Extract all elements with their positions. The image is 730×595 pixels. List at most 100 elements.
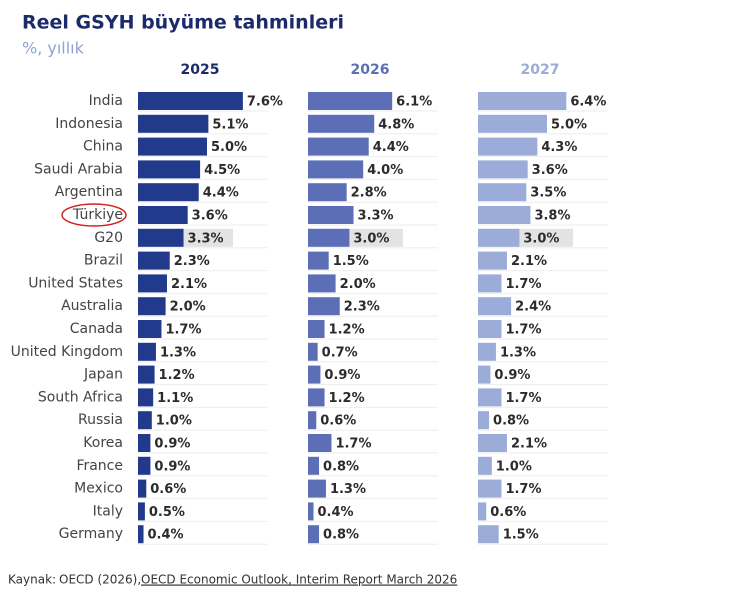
value-label: 0.9% bbox=[154, 459, 190, 474]
category-label: United States bbox=[28, 275, 123, 291]
bar bbox=[478, 206, 531, 224]
bar bbox=[138, 525, 144, 544]
bar bbox=[308, 456, 320, 475]
value-label: 1.7% bbox=[165, 323, 201, 338]
panel-header: 2026 bbox=[351, 62, 390, 78]
value-label: 2.1% bbox=[511, 254, 547, 269]
bar bbox=[138, 411, 152, 430]
source-label: Kaynak: bbox=[8, 573, 56, 587]
value-label: 3.6% bbox=[532, 163, 568, 178]
category-label: Indonesia bbox=[55, 116, 123, 132]
value-label: 5.1% bbox=[212, 117, 248, 132]
value-label: 1.7% bbox=[505, 323, 541, 338]
panel-header: 2025 bbox=[181, 62, 220, 78]
value-label: 2.3% bbox=[344, 300, 380, 315]
category-label: Canada bbox=[70, 321, 123, 337]
value-label: 2.1% bbox=[511, 437, 547, 452]
bar bbox=[478, 502, 487, 521]
category-label: France bbox=[76, 458, 123, 474]
category-label: Brazil bbox=[84, 253, 123, 269]
bar bbox=[138, 479, 147, 498]
value-label: 6.4% bbox=[570, 95, 606, 110]
value-label: 2.0% bbox=[170, 300, 206, 315]
value-label: 0.6% bbox=[320, 414, 356, 429]
bar bbox=[308, 342, 318, 361]
bar bbox=[138, 502, 145, 521]
category-label: Germany bbox=[59, 526, 123, 542]
category-label: Italy bbox=[93, 503, 123, 519]
value-label: 2.3% bbox=[174, 254, 210, 269]
value-label: 3.3% bbox=[358, 209, 394, 224]
bar bbox=[478, 365, 491, 384]
value-label: 3.0% bbox=[353, 231, 389, 246]
category-label: Mexico bbox=[74, 481, 123, 497]
value-label: 1.3% bbox=[500, 345, 536, 360]
source-author: OECD (2026), bbox=[59, 573, 141, 587]
value-label: 1.7% bbox=[335, 437, 371, 452]
category-label: China bbox=[83, 139, 123, 155]
bar bbox=[478, 434, 507, 452]
value-label: 1.3% bbox=[160, 345, 196, 360]
value-label: 1.3% bbox=[330, 482, 366, 497]
bar bbox=[138, 342, 156, 361]
bar bbox=[138, 434, 151, 452]
value-label: 0.5% bbox=[149, 505, 185, 520]
source-link[interactable]: OECD Economic Outlook, Interim Report Ma… bbox=[141, 573, 457, 587]
value-label: 6.1% bbox=[396, 95, 432, 110]
value-label: 0.6% bbox=[150, 482, 186, 497]
category-label: Saudi Arabia bbox=[34, 161, 123, 177]
bar bbox=[478, 297, 512, 316]
value-label: 1.1% bbox=[157, 391, 193, 406]
bar bbox=[478, 342, 496, 361]
bar bbox=[138, 183, 199, 202]
bar bbox=[138, 320, 162, 338]
category-label: United Kingdom bbox=[11, 344, 123, 360]
value-label: 1.2% bbox=[329, 323, 365, 338]
value-label: 0.9% bbox=[154, 437, 190, 452]
bar bbox=[308, 525, 320, 544]
bar bbox=[308, 388, 325, 407]
category-label: Australia bbox=[61, 298, 123, 314]
value-label: 1.0% bbox=[156, 414, 192, 429]
bar bbox=[138, 388, 154, 407]
bar bbox=[478, 525, 499, 544]
bar bbox=[138, 297, 166, 316]
bar bbox=[478, 479, 502, 498]
value-label: 1.7% bbox=[505, 391, 541, 406]
bar bbox=[478, 251, 507, 270]
bar bbox=[308, 206, 354, 224]
value-label: 1.2% bbox=[159, 368, 195, 383]
value-label: 4.4% bbox=[203, 186, 239, 201]
highlight-circle bbox=[61, 203, 127, 227]
value-label: 2.0% bbox=[340, 277, 376, 292]
bar bbox=[138, 365, 155, 384]
value-label: 1.7% bbox=[505, 277, 541, 292]
bar bbox=[308, 137, 369, 156]
value-label: 3.8% bbox=[534, 209, 570, 224]
bar bbox=[308, 502, 314, 521]
category-label: Argentina bbox=[55, 184, 123, 200]
value-label: 1.5% bbox=[333, 254, 369, 269]
value-label: 0.4% bbox=[148, 528, 184, 543]
bar bbox=[478, 228, 520, 247]
value-label: 0.9% bbox=[494, 368, 530, 383]
chart-subtitle: %, yıllık bbox=[22, 39, 85, 58]
bar bbox=[308, 365, 321, 384]
bar bbox=[478, 320, 502, 338]
value-label: 3.6% bbox=[192, 209, 228, 224]
bar bbox=[308, 411, 317, 430]
bar bbox=[478, 114, 547, 133]
bar bbox=[308, 434, 332, 452]
value-label: 1.5% bbox=[503, 528, 539, 543]
bar bbox=[478, 92, 567, 110]
bar bbox=[478, 183, 527, 202]
category-label: Russia bbox=[78, 412, 123, 428]
bar bbox=[478, 411, 490, 430]
bar bbox=[308, 228, 350, 247]
bar bbox=[308, 274, 336, 293]
value-label: 3.0% bbox=[523, 231, 559, 246]
value-label: 1.2% bbox=[329, 391, 365, 406]
bar bbox=[308, 251, 329, 270]
value-label: 2.1% bbox=[171, 277, 207, 292]
value-label: 2.8% bbox=[351, 186, 387, 201]
